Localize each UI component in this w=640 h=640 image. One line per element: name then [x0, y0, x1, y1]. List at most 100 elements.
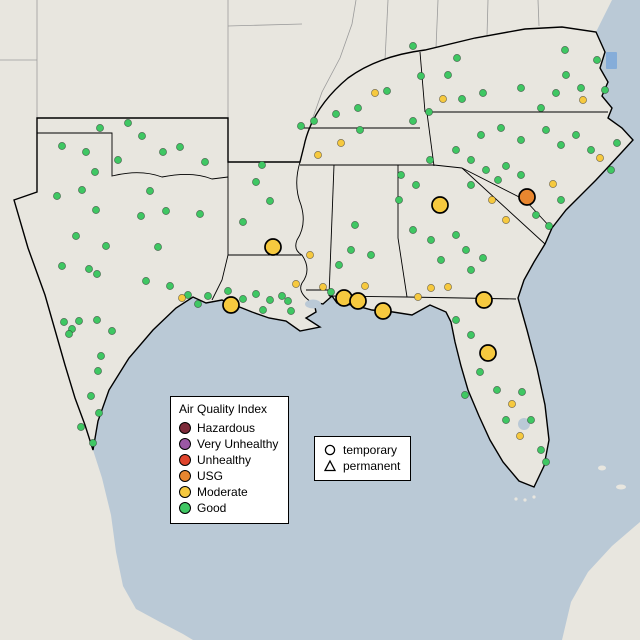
station-marker-good[interactable]: [91, 168, 99, 176]
station-marker-good[interactable]: [494, 176, 502, 184]
station-marker-good[interactable]: [467, 156, 475, 164]
station-marker-good[interactable]: [477, 131, 485, 139]
station-marker-good[interactable]: [462, 246, 470, 254]
station-marker-moderate[interactable]: [292, 280, 300, 288]
station-marker-good[interactable]: [482, 166, 490, 174]
station-marker-moderate[interactable]: [439, 95, 447, 103]
station-marker-moderate[interactable]: [444, 283, 452, 291]
station-marker-good[interactable]: [266, 296, 274, 304]
station-marker-good[interactable]: [77, 423, 85, 431]
station-marker-good[interactable]: [426, 156, 434, 164]
station-marker-good[interactable]: [497, 124, 505, 132]
station-marker-good[interactable]: [196, 210, 204, 218]
station-marker-moderate[interactable]: [508, 400, 516, 408]
station-marker-good[interactable]: [97, 352, 105, 360]
station-marker-good[interactable]: [395, 196, 403, 204]
station-marker-good[interactable]: [89, 439, 97, 447]
station-marker-good[interactable]: [397, 171, 405, 179]
station-marker-good[interactable]: [252, 290, 260, 298]
temporary-station-marker-moderate[interactable]: [222, 296, 240, 314]
station-marker-good[interactable]: [452, 146, 460, 154]
station-marker-good[interactable]: [335, 261, 343, 269]
station-marker-good[interactable]: [142, 277, 150, 285]
station-marker-good[interactable]: [58, 262, 66, 270]
station-marker-good[interactable]: [537, 446, 545, 454]
station-marker-good[interactable]: [347, 246, 355, 254]
station-marker-good[interactable]: [58, 142, 66, 150]
station-marker-moderate[interactable]: [549, 180, 557, 188]
station-marker-good[interactable]: [517, 136, 525, 144]
temporary-station-marker-moderate[interactable]: [475, 291, 493, 309]
station-marker-good[interactable]: [284, 297, 292, 305]
station-marker-good[interactable]: [239, 218, 247, 226]
station-marker-moderate[interactable]: [319, 283, 327, 291]
station-marker-good[interactable]: [557, 196, 565, 204]
station-marker-good[interactable]: [502, 416, 510, 424]
temporary-station-marker-moderate[interactable]: [479, 344, 497, 362]
station-marker-good[interactable]: [78, 186, 86, 194]
station-marker-moderate[interactable]: [314, 151, 322, 159]
station-marker-good[interactable]: [204, 292, 212, 300]
station-marker-good[interactable]: [409, 226, 417, 234]
station-marker-good[interactable]: [409, 117, 417, 125]
station-marker-good[interactable]: [354, 104, 362, 112]
station-marker-good[interactable]: [613, 139, 621, 147]
station-marker-good[interactable]: [102, 242, 110, 250]
station-marker-good[interactable]: [458, 95, 466, 103]
station-marker-good[interactable]: [479, 89, 487, 97]
station-marker-good[interactable]: [194, 300, 202, 308]
station-marker-moderate[interactable]: [516, 432, 524, 440]
station-marker-good[interactable]: [137, 212, 145, 220]
station-marker-good[interactable]: [87, 392, 95, 400]
station-marker-good[interactable]: [166, 282, 174, 290]
station-marker-good[interactable]: [327, 288, 335, 296]
station-marker-moderate[interactable]: [596, 154, 604, 162]
station-marker-good[interactable]: [252, 178, 260, 186]
station-marker-good[interactable]: [562, 71, 570, 79]
station-marker-moderate[interactable]: [371, 89, 379, 97]
station-marker-good[interactable]: [561, 46, 569, 54]
station-marker-good[interactable]: [159, 148, 167, 156]
station-marker-good[interactable]: [278, 292, 286, 300]
station-marker-good[interactable]: [266, 197, 274, 205]
station-marker-good[interactable]: [532, 211, 540, 219]
station-marker-good[interactable]: [502, 162, 510, 170]
station-marker-good[interactable]: [545, 222, 553, 230]
station-marker-good[interactable]: [53, 192, 61, 200]
station-marker-good[interactable]: [587, 146, 595, 154]
station-marker-moderate[interactable]: [178, 294, 186, 302]
station-marker-good[interactable]: [154, 243, 162, 251]
station-marker-good[interactable]: [518, 388, 526, 396]
station-marker-good[interactable]: [146, 187, 154, 195]
station-marker-good[interactable]: [537, 104, 545, 112]
station-marker-good[interactable]: [479, 254, 487, 262]
station-marker-good[interactable]: [417, 72, 425, 80]
station-marker-good[interactable]: [452, 316, 460, 324]
station-marker-good[interactable]: [138, 132, 146, 140]
station-marker-good[interactable]: [297, 122, 305, 130]
station-marker-moderate[interactable]: [502, 216, 510, 224]
station-marker-good[interactable]: [96, 124, 104, 132]
station-marker-good[interactable]: [444, 71, 452, 79]
station-marker-good[interactable]: [427, 236, 435, 244]
temporary-station-marker-moderate[interactable]: [349, 292, 367, 310]
station-marker-good[interactable]: [176, 143, 184, 151]
station-marker-good[interactable]: [60, 318, 68, 326]
station-marker-good[interactable]: [93, 270, 101, 278]
station-marker-good[interactable]: [65, 330, 73, 338]
station-marker-good[interactable]: [75, 317, 83, 325]
station-marker-good[interactable]: [517, 171, 525, 179]
station-marker-good[interactable]: [593, 56, 601, 64]
station-marker-moderate[interactable]: [361, 282, 369, 290]
station-marker-good[interactable]: [93, 316, 101, 324]
station-marker-good[interactable]: [94, 367, 102, 375]
station-marker-good[interactable]: [425, 108, 433, 116]
station-marker-good[interactable]: [476, 368, 484, 376]
station-marker-good[interactable]: [85, 265, 93, 273]
station-marker-good[interactable]: [542, 458, 550, 466]
station-marker-good[interactable]: [467, 331, 475, 339]
station-marker-good[interactable]: [239, 295, 247, 303]
station-marker-good[interactable]: [114, 156, 122, 164]
station-marker-good[interactable]: [367, 251, 375, 259]
station-marker-good[interactable]: [108, 327, 116, 335]
